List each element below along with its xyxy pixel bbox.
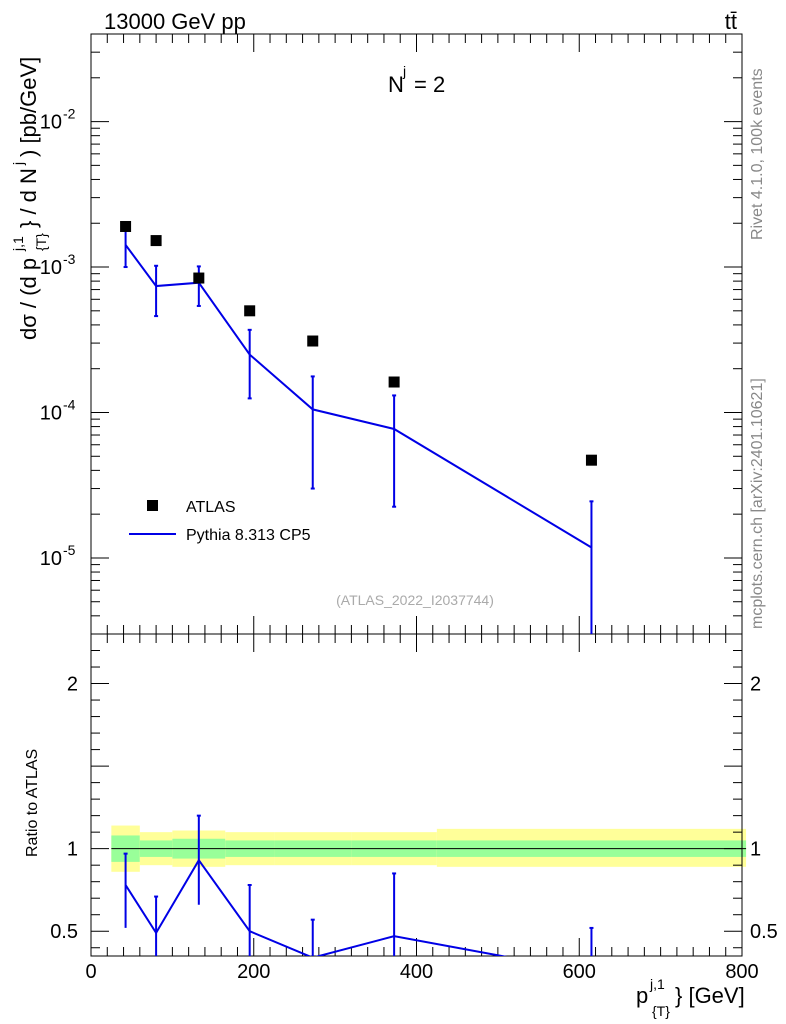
svg-text:dσ / (d p: dσ / (d p — [16, 258, 41, 340]
svg-text:{T}: {T} — [33, 233, 49, 251]
x-tick-label: 400 — [400, 961, 433, 983]
x-tick-label: 600 — [563, 961, 596, 983]
main-series — [120, 220, 597, 634]
ratio-y-tick-label-right: 2 — [750, 674, 761, 696]
y-tick-label-exponent: -2 — [63, 106, 76, 122]
data-point — [585, 454, 597, 466]
y-tick-label: 10 -5 — [40, 542, 76, 570]
data-point — [150, 235, 162, 247]
main-y-axis-label: dσ / (d p {T} j,1 } / d N j ) [pb/GeV] — [10, 57, 49, 340]
ratio-y-tick-label-left: 0.5 — [50, 921, 78, 943]
data-point — [388, 376, 400, 388]
njet-annotation: N j = 2 — [388, 63, 445, 97]
svg-text:j,1: j,1 — [649, 976, 665, 992]
legend-data-marker — [147, 500, 158, 511]
svg-text:p: p — [636, 983, 648, 1008]
x-tick-label: 800 — [725, 961, 758, 983]
analysis-watermark: (ATLAS_2022_I2037744) — [336, 592, 494, 608]
ratio-uncertainty-bands — [111, 825, 747, 872]
data-point — [307, 335, 319, 347]
svg-text:} / d N: } / d N — [16, 168, 41, 228]
header-process-label: tt̄ — [725, 9, 737, 34]
data-point — [193, 272, 205, 284]
ratio-y-axis-label: Ratio to ATLAS — [24, 749, 41, 857]
ratio-y-tick-label-right: 1 — [750, 839, 761, 861]
x-tick-label: 200 — [237, 961, 270, 983]
svg-text:j: j — [402, 63, 406, 79]
y-tick-label: 10 -4 — [40, 396, 76, 424]
y-tick-label-base: 10 — [40, 402, 62, 424]
y-tick-label: 10 -2 — [40, 106, 76, 134]
svg-text:N: N — [388, 72, 404, 97]
main-panel-frame — [90, 33, 743, 635]
ratio-y-tick-label-right: 0.5 — [750, 921, 778, 943]
svg-text:) [pb/GeV]: ) [pb/GeV] — [16, 57, 41, 157]
ratio-y-tick-label-left: 1 — [67, 839, 78, 861]
svg-text:} [GeV]: } [GeV] — [675, 983, 745, 1008]
y-tick-label-exponent: -3 — [63, 251, 76, 267]
data-point — [120, 220, 132, 232]
y-tick-label-exponent: -4 — [63, 396, 76, 412]
header-energy-label: 13000 GeV pp — [104, 9, 246, 34]
svg-text:j: j — [10, 162, 26, 166]
y-tick-label-base: 10 — [40, 112, 62, 134]
svg-text:j,1: j,1 — [10, 236, 26, 252]
data-point — [244, 305, 256, 317]
ratio-y-tick-label-left: 2 — [67, 674, 78, 696]
y-tick-label-exponent: -5 — [63, 542, 76, 558]
axis-ticks — [90, 33, 743, 956]
svg-text:= 2: = 2 — [414, 72, 445, 97]
y-tick-label: 10 -3 — [40, 251, 76, 279]
y-tick-label-base: 10 — [40, 548, 62, 570]
x-tick-label: 0 — [85, 961, 96, 983]
svg-text:{T}: {T} — [652, 1003, 670, 1019]
ratio-panel-frame — [90, 633, 743, 957]
legend-mc-label: Pythia 8.313 CP5 — [186, 527, 311, 544]
legend: ATLAS Pythia 8.313 CP5 — [129, 499, 311, 544]
x-axis-label: p {T} j,1 } [GeV] — [636, 976, 745, 1019]
y-tick-label-base: 10 — [40, 257, 62, 279]
ratio-series-group — [123, 814, 594, 956]
legend-data-label: ATLAS — [186, 499, 236, 516]
ratio-series — [123, 814, 594, 956]
mcplots-label: mcplots.cern.ch [arXiv:2401.10621] — [749, 378, 766, 629]
rivet-label: Rivet 4.1.0, 100k events — [749, 68, 766, 240]
